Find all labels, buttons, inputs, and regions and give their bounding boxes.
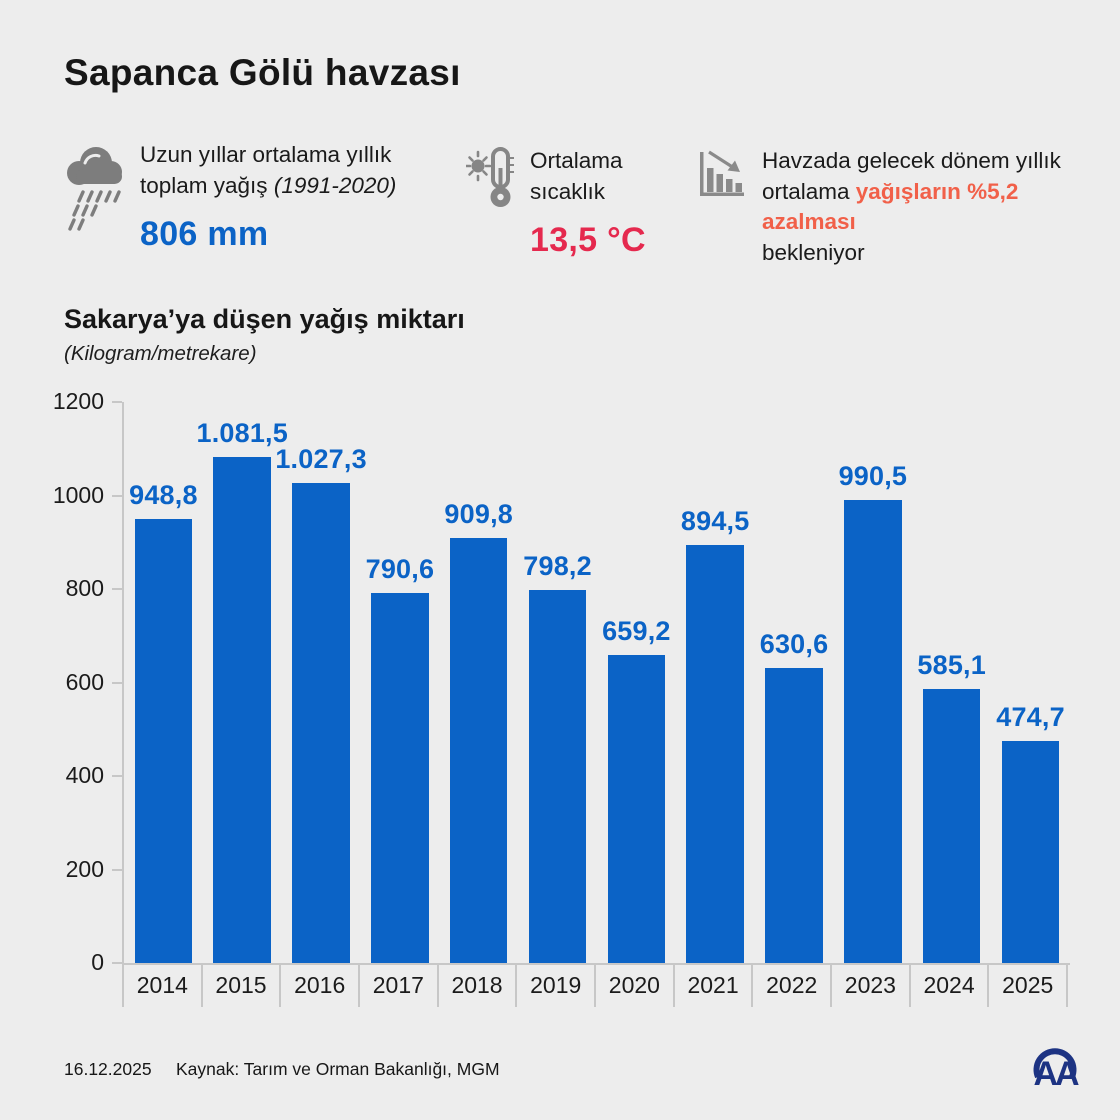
- y-axis-tick: [112, 401, 122, 403]
- y-axis-label: 400: [65, 762, 104, 789]
- y-axis-tick: [112, 775, 122, 778]
- footer-date: 16.12.2025: [64, 1059, 152, 1079]
- bar-slot: 1.081,5: [196, 402, 288, 963]
- bar-2014: [134, 519, 193, 963]
- bar-value-label: 990,5: [838, 460, 908, 491]
- stat-forecast-text-start: Havzada gelecek dönem yıllık ortalama: [762, 148, 1061, 204]
- bar-chart-plot: 948,8 1.081,5 1.027,3 790,6 909,8 798,2 659,2 8…: [53, 388, 1070, 975]
- bar-2015: [213, 457, 271, 963]
- bar-2020: [607, 654, 666, 963]
- bar-value-label: 1.027,3: [275, 443, 367, 474]
- bar-slot: 990,5: [833, 402, 912, 963]
- bar-2018: [449, 537, 508, 963]
- chart-subtitle: (Kilogram/metrekare): [64, 342, 257, 365]
- stat-forecast-text-end: bekleniyor: [762, 239, 865, 265]
- bar-value-label: 894,5: [680, 505, 750, 536]
- bar-2019: [528, 589, 587, 963]
- bar-slot: 630,6: [755, 402, 834, 963]
- stat-precipitation-note: (1991-2020): [273, 172, 397, 198]
- y-axis-label: 200: [65, 855, 104, 882]
- bars-container: 948,8 1.081,5 1.027,3 790,6 909,8 798,2 659,2 8…: [124, 402, 1070, 963]
- bar-slot: 948,8: [124, 402, 203, 963]
- declining-chart-icon: [696, 146, 748, 207]
- bar-2016: [292, 482, 350, 963]
- bar-slot: 790,6: [360, 402, 439, 963]
- y-axis-tick: [112, 588, 122, 591]
- bar-slot: 894,5: [676, 402, 755, 963]
- stat-forecast: Havzada gelecek dönem yıllık ortalama ya…: [696, 146, 1064, 268]
- bar-value-label: 630,6: [759, 629, 829, 660]
- bar-value-label: 798,2: [523, 550, 592, 581]
- stat-precipitation-value: 806 mm: [140, 215, 269, 254]
- bar-value-label: 909,8: [444, 498, 514, 529]
- thermometer-icon: [464, 146, 518, 215]
- bar-value-label: 585,1: [917, 650, 986, 681]
- bar-2023: [844, 499, 902, 963]
- stat-precipitation: Uzun yıllar ortalama yıllık toplam yağış…: [62, 140, 452, 254]
- aa-logo-icon: AA: [1026, 1036, 1084, 1099]
- stat-forecast-highlight: yağışların %5,2 azalması: [762, 178, 1019, 235]
- y-axis-label: 1200: [52, 388, 104, 414]
- bar-slot: 1.027,3: [275, 402, 367, 963]
- bar-2022: [765, 668, 823, 963]
- x-axis-label: 2025: [987, 963, 1069, 1007]
- chart-title: Sakarya’ya düşen yağış miktarı: [64, 304, 465, 334]
- x-axis-label: 2015: [200, 963, 280, 1007]
- x-axis-label: 2022: [751, 963, 830, 1007]
- stat-precipitation-label: Uzun yıllar ortalama yıllık toplam yağış…: [140, 140, 452, 201]
- stat-temperature-value: 13,5 °C: [530, 221, 646, 260]
- bar-value-label: 474,7: [996, 702, 1065, 733]
- bar-2017: [371, 593, 429, 963]
- y-axis-label: 800: [65, 575, 104, 602]
- bar-2021: [686, 544, 744, 963]
- bar-2024: [922, 689, 981, 963]
- bar-slot: 798,2: [518, 402, 597, 963]
- y-axis-label: 0: [91, 949, 104, 975]
- x-axis-label: 2023: [830, 963, 909, 1007]
- x-axis-label: 2024: [908, 963, 988, 1007]
- x-axis-label: 2016: [279, 963, 358, 1007]
- y-axis-tick: [112, 494, 122, 497]
- x-axis-label: 2020: [594, 963, 673, 1007]
- page-title: Sapanca Gölü havzası: [64, 52, 461, 93]
- x-axis-label: 2019: [515, 963, 594, 1007]
- bar-slot: 585,1: [912, 402, 991, 963]
- stat-precipitation-text: Uzun yıllar ortalama yıllık toplam yağış: [140, 142, 392, 198]
- bar-value-label: 1.081,5: [196, 418, 288, 449]
- bar-value-label: 659,2: [602, 615, 671, 646]
- y-axis-tick: [112, 962, 122, 964]
- x-axis-label: 2018: [436, 963, 516, 1007]
- bar-value-label: 790,6: [365, 554, 435, 585]
- x-axis-label: 2014: [122, 963, 201, 1007]
- bar-2025: [1001, 741, 1060, 963]
- footer-source: Kaynak: Tarım ve Orman Bakanlığı, MGM: [176, 1059, 500, 1079]
- x-axis: 2014 2015 2016 2017 2018 2019 2020 2021 2022 2023…: [122, 963, 1069, 1007]
- y-axis-tick: [112, 868, 122, 871]
- stat-forecast-label: Havzada gelecek dönem yıllık ortalama ya…: [762, 146, 1064, 268]
- y-axis-label: 600: [65, 668, 104, 695]
- stat-temperature: Ortalama sıcaklık 13,5 °C: [464, 146, 680, 260]
- x-axis-label: 2017: [358, 963, 437, 1007]
- stat-temperature-label: Ortalama sıcaklık: [530, 148, 623, 204]
- y-axis-label: 1000: [52, 481, 104, 508]
- bar-value-label: 948,8: [129, 480, 198, 511]
- svg-text:AA: AA: [1033, 1055, 1079, 1093]
- x-axis-label: 2021: [672, 963, 752, 1007]
- y-axis-tick: [112, 681, 122, 684]
- bar-slot: 659,2: [597, 402, 676, 963]
- bar-slot: 474,7: [991, 402, 1070, 963]
- bar-slot: 909,8: [439, 402, 518, 963]
- rain-cloud-icon: [62, 140, 126, 241]
